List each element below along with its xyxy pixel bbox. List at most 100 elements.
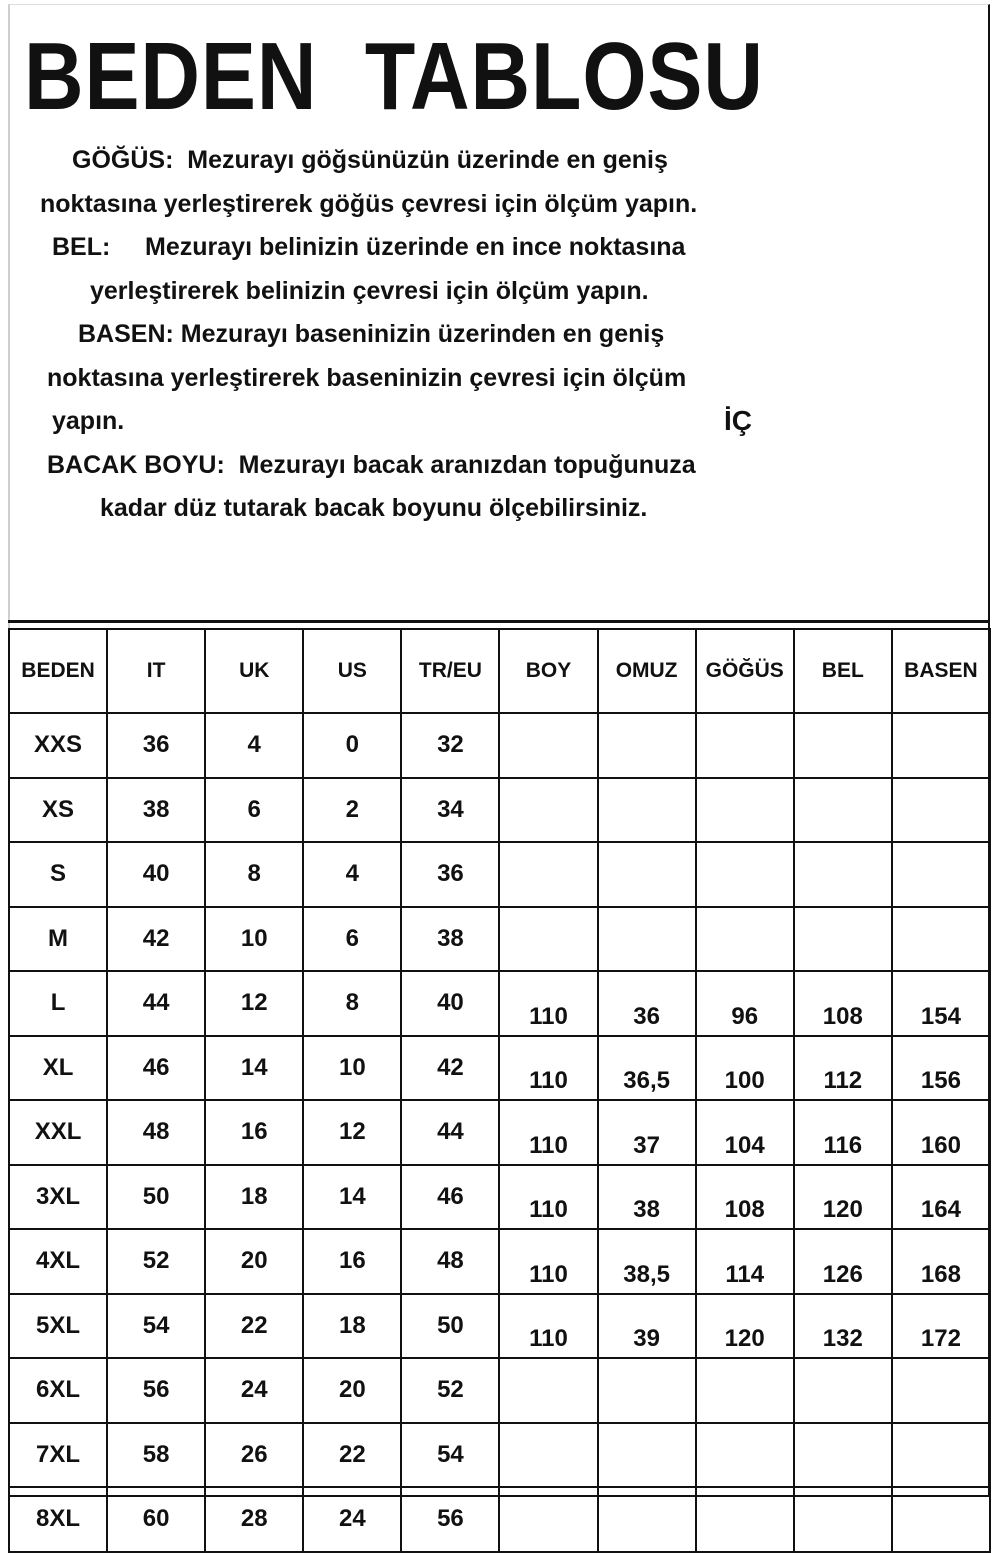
column-header: TR/EU <box>400 628 501 714</box>
table-cell: 38,5 <box>596 1228 697 1295</box>
table-cell: 39 <box>596 1292 697 1359</box>
column-header: BOY <box>498 628 599 714</box>
table-cell: 126 <box>792 1228 893 1295</box>
instruction-line: yapın. <box>52 407 125 435</box>
table-cell: 172 <box>890 1292 992 1359</box>
table-cell <box>498 712 599 779</box>
table-cell: 112 <box>792 1034 893 1101</box>
table-cell: XXS <box>7 712 109 779</box>
table-cell: 110 <box>498 970 599 1037</box>
table-cell <box>792 1421 893 1488</box>
table-cell <box>694 1421 795 1488</box>
table-cell: 6XL <box>7 1357 109 1424</box>
table-cell: XL <box>7 1034 109 1101</box>
table-row: XXS 36 4 0 32 <box>7 712 992 779</box>
instruction-line: BEL: Mezurayı belinizin üzerinde en ince… <box>52 233 686 261</box>
table-row: XXL 48 16 12 44 110 37 104 116 160 <box>7 1099 992 1166</box>
table-cell: 38 <box>596 1163 697 1230</box>
table-cell: 110 <box>498 1292 599 1359</box>
table-cell <box>890 1421 992 1488</box>
table-cell: 54 <box>400 1421 501 1488</box>
table-cell: 10 <box>302 1034 403 1101</box>
table-cell <box>890 712 992 779</box>
page-title: BEDEN TABLOSU <box>24 23 764 130</box>
instruction-line: noktasına yerleştirerek göğüs çevresi iç… <box>40 190 698 218</box>
size-table: BEDEN IT UK US TR/EU BOY OMUZ GÖĞÜS BEL BASEN XXS 3… <box>7 628 992 1553</box>
table-cell: 40 <box>400 970 501 1037</box>
table-cell: 12 <box>302 1099 403 1166</box>
table-cell: 36 <box>400 841 501 908</box>
table-cell <box>890 841 992 908</box>
table-row: XS 38 6 2 34 <box>7 776 992 843</box>
table-cell: 56 <box>400 1486 501 1553</box>
table-cell: 24 <box>302 1486 403 1553</box>
table-cell: 120 <box>792 1163 893 1230</box>
table-cell: 110 <box>498 1099 599 1166</box>
table-cell: 6 <box>204 776 305 843</box>
table-cell <box>498 905 599 972</box>
table-cell: 160 <box>890 1099 992 1166</box>
table-cell: 104 <box>694 1099 795 1166</box>
table-cell: XXL <box>7 1099 109 1166</box>
table-cell <box>596 1357 697 1424</box>
table-row: 8XL 60 28 24 56 <box>7 1486 992 1553</box>
table-cell <box>890 1357 992 1424</box>
table-cell: 54 <box>106 1292 207 1359</box>
table-cell: 6 <box>302 905 403 972</box>
table-cell <box>694 776 795 843</box>
table-cell <box>596 712 697 779</box>
table-cell: 38 <box>106 776 207 843</box>
table-cell: 18 <box>302 1292 403 1359</box>
table-cell: L <box>7 970 109 1037</box>
table-cell: 168 <box>890 1228 992 1295</box>
table-cell: 46 <box>400 1163 501 1230</box>
table-cell <box>890 1486 992 1553</box>
table-cell <box>596 1421 697 1488</box>
table-cell: 28 <box>204 1486 305 1553</box>
table-cell: 34 <box>400 776 501 843</box>
table-cell <box>694 1486 795 1553</box>
table-cell: 42 <box>400 1034 501 1101</box>
table-cell: 48 <box>106 1099 207 1166</box>
instruction-line: BASEN: Mezurayı baseninizin üzerinden en… <box>78 320 665 348</box>
table-cell <box>694 712 795 779</box>
table-cell: 22 <box>204 1292 305 1359</box>
table-cell: 14 <box>204 1034 305 1101</box>
table-cell: 108 <box>792 970 893 1037</box>
table-cell: 50 <box>106 1163 207 1230</box>
table-cell: 4 <box>302 841 403 908</box>
table-cell: 116 <box>792 1099 893 1166</box>
table-cell: 38 <box>400 905 501 972</box>
table-cell: 154 <box>890 970 992 1037</box>
table-row: XL 46 14 10 42 110 36,5 100 112 156 <box>7 1034 992 1101</box>
table-cell <box>792 1486 893 1553</box>
table-cell: 58 <box>106 1421 207 1488</box>
table-cell <box>890 905 992 972</box>
table-cell: 16 <box>204 1099 305 1166</box>
table-cell: 110 <box>498 1034 599 1101</box>
table-cell: 22 <box>302 1421 403 1488</box>
table-cell: S <box>7 841 109 908</box>
table-cell: 36,5 <box>596 1034 697 1101</box>
table-cell <box>596 1486 697 1553</box>
table-cell: 132 <box>792 1292 893 1359</box>
table-cell: 96 <box>694 970 795 1037</box>
table-cell: 114 <box>694 1228 795 1295</box>
table-cell: 7XL <box>7 1421 109 1488</box>
table-cell: 36 <box>596 970 697 1037</box>
table-cell: 36 <box>106 712 207 779</box>
table-cell: 40 <box>106 841 207 908</box>
table-cell <box>694 841 795 908</box>
instruction-line: kadar düz tutarak bacak boyunu ölçebilir… <box>100 494 648 522</box>
table-cell: 120 <box>694 1292 795 1359</box>
table-cell: M <box>7 905 109 972</box>
column-header: BASEN <box>890 628 992 714</box>
table-cell: 20 <box>302 1357 403 1424</box>
table-cell <box>694 1357 795 1424</box>
table-cell: 100 <box>694 1034 795 1101</box>
table-cell: 8XL <box>7 1486 109 1553</box>
table-cell <box>792 776 893 843</box>
table-cell: 4 <box>204 712 305 779</box>
table-cell: 52 <box>106 1228 207 1295</box>
table-cell <box>498 841 599 908</box>
